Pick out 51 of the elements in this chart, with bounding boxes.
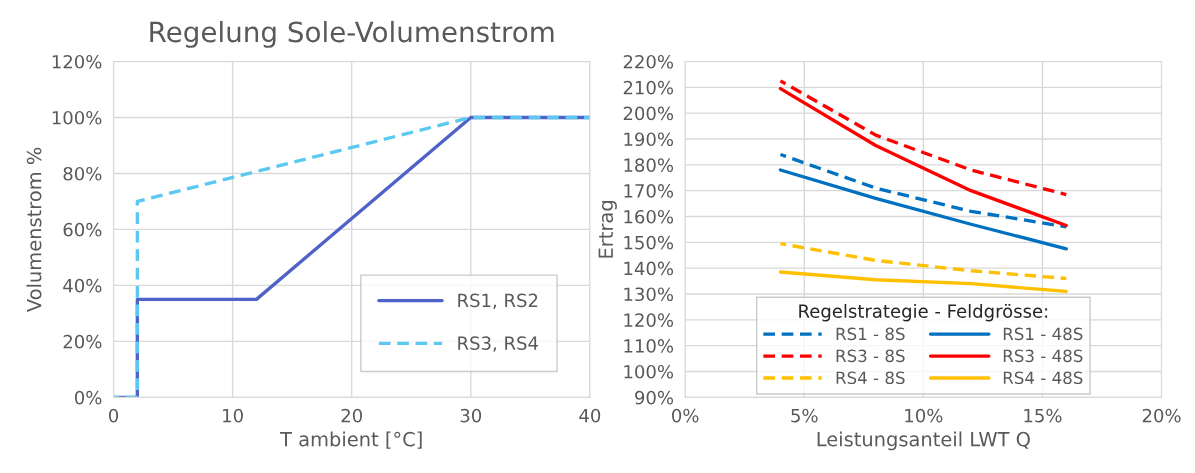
y-tick-label: 190%: [624, 132, 674, 147]
legend-label: RS1 - 8S: [836, 327, 905, 341]
y-tick-label: 100%: [624, 364, 674, 379]
legend-label: RS4 - 8S: [836, 371, 905, 385]
y-tick-label: 150%: [624, 235, 674, 250]
y-tick-label: 100%: [52, 110, 102, 125]
y-axis-title: Volumenstrom %: [26, 147, 42, 312]
x-tick-label: 0: [108, 408, 119, 423]
x-tick-label: 0%: [672, 408, 699, 423]
y-tick-label: 80%: [63, 166, 102, 181]
legend-label: RS4 - 48S: [1003, 371, 1083, 385]
x-tick-label: 20: [341, 408, 362, 423]
y-tick-label: 60%: [63, 222, 102, 237]
line-series: [778, 270, 1068, 294]
y-tick-label: 170%: [624, 184, 674, 198]
x-axis-title: Leistungsanteil LWT Q: [817, 431, 1030, 451]
legend-label: RS1, RS2: [458, 293, 538, 310]
y-tick-label: 130%: [624, 287, 674, 302]
y-tick-label: 40%: [63, 278, 102, 293]
legend-label: RS3 - 48S: [1003, 349, 1083, 363]
x-tick-label: 40: [579, 408, 601, 423]
line-series: [778, 241, 1068, 281]
line-series: [778, 86, 1068, 228]
line-series: [778, 168, 1068, 251]
x-tick-label: 30: [460, 408, 482, 423]
x-tick-label: 5%: [791, 408, 818, 423]
y-tick-label: 90%: [635, 390, 674, 405]
x-tick-label: 20%: [1142, 408, 1181, 423]
x-tick-label: 10: [223, 408, 243, 423]
y-tick-label: 140%: [624, 261, 674, 276]
y-tick-label: 200%: [623, 106, 674, 121]
y-tick-label: 120%: [52, 54, 102, 69]
chart-title: Regelung Sole-Volumenstrom: [150, 20, 554, 48]
line-series: [778, 152, 1068, 229]
y-tick-label: 20%: [63, 334, 102, 349]
line-series: [778, 79, 1068, 197]
x-tick-label: 15%: [1024, 408, 1062, 423]
legend-title: Regelstrategie - Feldgrösse:: [799, 303, 1048, 322]
legend-label: RS3, RS4: [458, 336, 538, 352]
y-axis-title: Ertrag: [598, 201, 617, 258]
legend-label: RS3 - 8S: [836, 349, 905, 363]
x-axis-title: T ambient [°C]: [280, 431, 422, 449]
y-tick-label: 0%: [74, 390, 102, 405]
x-tick-label: 10%: [905, 408, 943, 423]
y-tick-label: 220%: [623, 54, 674, 69]
y-tick-label: 110%: [624, 339, 674, 353]
legend-label: RS1 - 48S: [1003, 327, 1083, 341]
y-tick-label: 210%: [623, 80, 674, 95]
y-tick-label: 180%: [624, 158, 674, 172]
y-tick-label: 120%: [624, 313, 674, 327]
y-tick-label: 160%: [624, 209, 674, 224]
